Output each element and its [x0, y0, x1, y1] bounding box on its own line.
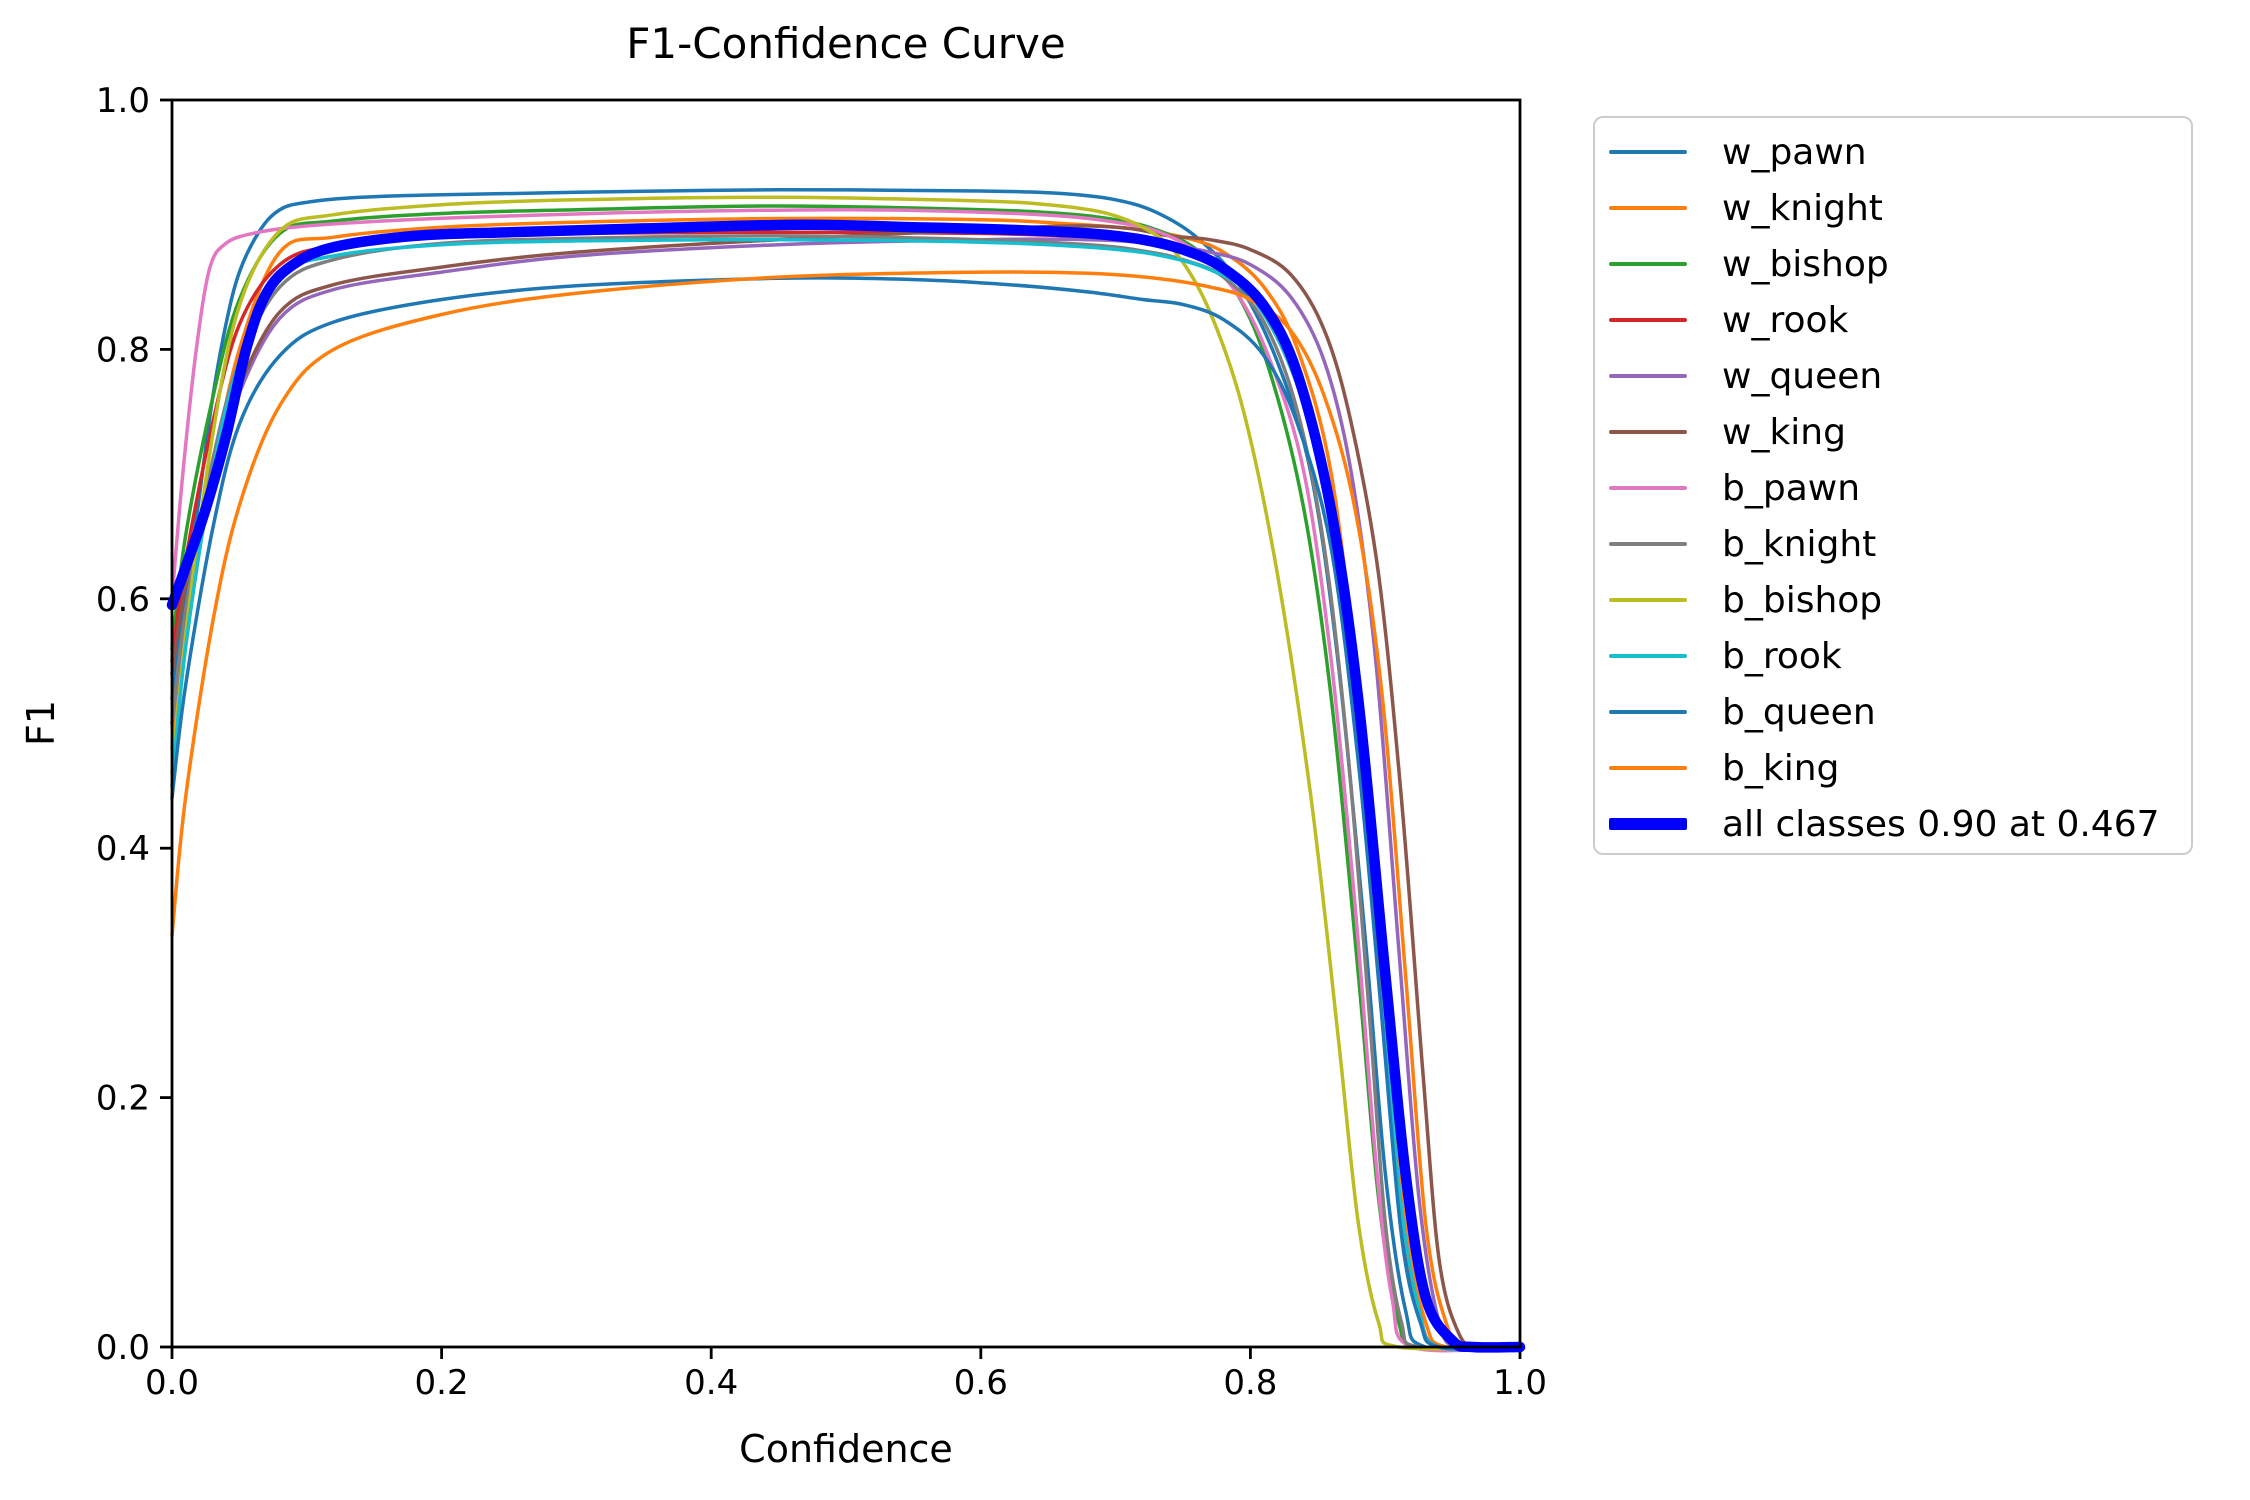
- legend-label-b_rook: b_rook: [1722, 635, 1842, 677]
- legend-label-b_king: b_king: [1722, 747, 1840, 789]
- legend-label-w_rook: w_rook: [1722, 299, 1849, 341]
- curve-w_rook: [170, 230, 1522, 1352]
- legend-swatch-w_bishop: [1609, 262, 1687, 266]
- plot-border: [170, 98, 1522, 1349]
- curve-b_queen: [170, 276, 1522, 1351]
- curve-all_classes: [166, 219, 1526, 1353]
- legend-swatch-w_pawn: [1609, 150, 1687, 154]
- y-tick-label: 0.8: [96, 330, 150, 370]
- curve-b_king: [170, 270, 1522, 1351]
- x-tick-label: 0.0: [145, 1363, 199, 1403]
- legend-item-b_queen: b_queen: [1595, 684, 2191, 740]
- curve-w_queen: [170, 237, 1522, 1351]
- legend-item-b_knight: b_knight: [1595, 516, 2191, 572]
- legend: w_pawn w_knight w_bishop w_rook w_queen w_kin…: [1593, 116, 2193, 855]
- legend-item-w_pawn: w_pawn: [1595, 124, 2191, 180]
- curve-w_king: [170, 224, 1522, 1350]
- y-tick-label: 0.2: [96, 1079, 150, 1119]
- legend-label-b_knight: b_knight: [1722, 523, 1877, 565]
- legend-label-w_knight: w_knight: [1722, 187, 1883, 229]
- x-tick-label: 1.0: [1493, 1363, 1547, 1403]
- legend-item-b_bishop: b_bishop: [1595, 572, 2191, 628]
- legend-label-b_pawn: b_pawn: [1722, 467, 1861, 509]
- legend-label-b_bishop: b_bishop: [1722, 579, 1883, 621]
- legend-label-w_king: w_king: [1722, 411, 1846, 453]
- y-axis-label: F1: [19, 700, 63, 746]
- x-tick-label: 0.8: [1223, 1363, 1277, 1403]
- legend-swatch-w_rook: [1609, 318, 1687, 322]
- axes-layer: 0.0 0.2 0.4 0.6 0.8 1.0 0.0 0.2 0.4 0.6 0.8 1.0: [96, 81, 1547, 1403]
- x-axis-label: Confidence: [739, 1427, 953, 1471]
- legend-swatch-w_king: [1609, 430, 1687, 434]
- y-tick-label: 0.4: [96, 829, 150, 869]
- legend-item-w_king: w_king: [1595, 404, 2191, 460]
- legend-label-b_queen: b_queen: [1722, 691, 1876, 733]
- legend-swatch-b_knight: [1609, 542, 1687, 546]
- curve-w_pawn: [170, 188, 1522, 1352]
- curves-layer: [166, 188, 1526, 1353]
- legend-item-b_pawn: b_pawn: [1595, 460, 2191, 516]
- y-tick-label: 0.6: [96, 580, 150, 620]
- legend-label-w_pawn: w_pawn: [1722, 131, 1867, 173]
- legend-item-b_rook: b_rook: [1595, 628, 2191, 684]
- curve-b_bishop: [170, 195, 1522, 1351]
- x-tick-label: 0.6: [954, 1363, 1008, 1403]
- legend-swatch-b_rook: [1609, 654, 1687, 658]
- legend-label-w_queen: w_queen: [1722, 355, 1883, 397]
- legend-item-b_king: b_king: [1595, 740, 2191, 796]
- legend-label-all_classes: all classes 0.90 at 0.467: [1722, 803, 2160, 845]
- legend-swatch-w_knight: [1609, 206, 1687, 210]
- legend-swatch-b_bishop: [1609, 598, 1687, 602]
- legend-item-w_knight: w_knight: [1595, 180, 2191, 236]
- x-tick-label: 0.4: [684, 1363, 738, 1403]
- curve-b_knight: [170, 234, 1522, 1351]
- legend-item-w_rook: w_rook: [1595, 292, 2191, 348]
- legend-swatch-b_queen: [1609, 710, 1687, 714]
- legend-swatch-b_king: [1609, 766, 1687, 770]
- legend-swatch-all_classes: [1609, 818, 1687, 830]
- curve-w_knight: [170, 216, 1522, 1351]
- legend-swatch-b_pawn: [1609, 486, 1687, 490]
- legend-label-w_bishop: w_bishop: [1722, 243, 1889, 285]
- legend-item-all_classes: all classes 0.90 at 0.467: [1595, 796, 2191, 852]
- legend-item-w_bishop: w_bishop: [1595, 236, 2191, 292]
- x-tick-label: 0.2: [415, 1363, 469, 1403]
- legend-swatch-w_queen: [1609, 374, 1687, 378]
- y-tick-label: 1.0: [96, 81, 150, 121]
- curve-b_pawn: [170, 207, 1522, 1353]
- legend-item-w_queen: w_queen: [1595, 348, 2191, 404]
- chart-title: F1-Confidence Curve: [626, 19, 1065, 68]
- y-tick-label: 0.0: [96, 1328, 150, 1368]
